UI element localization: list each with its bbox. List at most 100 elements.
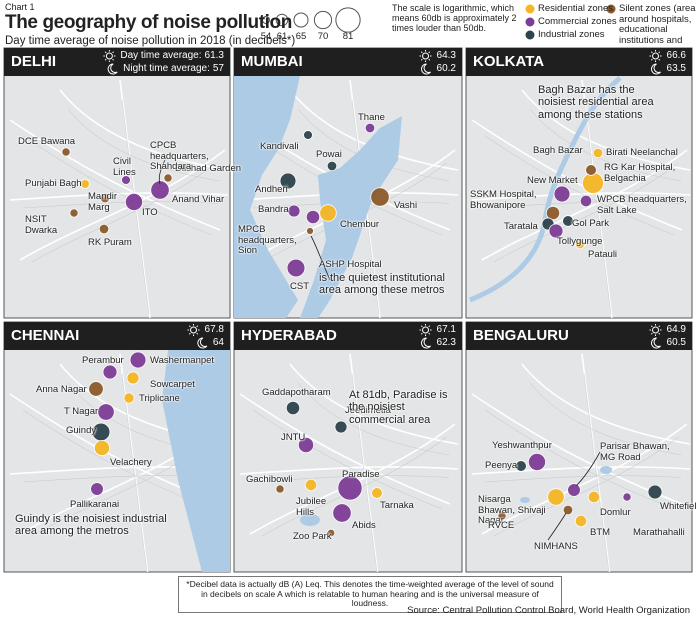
city-panel: [465, 47, 693, 319]
source: Source: Central Pollution Control Board,…: [407, 605, 690, 616]
road: [471, 393, 683, 505]
zone-legend-dot: [525, 17, 535, 27]
lake: [300, 514, 320, 526]
sun-ray: [658, 58, 661, 61]
night-value: 64: [212, 337, 224, 348]
noise-bubble: [102, 364, 118, 380]
noise-bubble: [90, 482, 104, 496]
noise-bubble: [303, 130, 313, 140]
noise-bubble: [334, 420, 348, 434]
road: [529, 382, 682, 456]
noise-bubble: [547, 488, 565, 506]
location-label: Yeshwanthpur: [492, 440, 552, 451]
location-label: Perambur: [82, 355, 124, 366]
night-value: 62.3: [436, 337, 456, 348]
noise-bubble: [548, 223, 564, 239]
noise-bubble: [585, 164, 597, 176]
road: [351, 373, 378, 572]
water: [234, 76, 300, 318]
noise-bubble: [97, 403, 115, 421]
sun-ray: [658, 332, 661, 335]
sun-icon: [105, 52, 113, 60]
sun-ray: [104, 51, 107, 54]
location-label: NSIT Dwarka: [25, 214, 58, 236]
location-label: MPCB headquarters, Sion: [238, 224, 297, 257]
sun-ray: [420, 325, 423, 328]
road: [581, 353, 611, 572]
location-label: Bagh Bazar: [533, 145, 583, 156]
road: [471, 119, 683, 231]
road: [22, 201, 220, 209]
annotation: Guindy is the noisiest industrial area a…: [15, 513, 167, 538]
location-label: Kandivali: [260, 141, 299, 152]
road: [239, 393, 451, 505]
night-average: 62.3: [434, 337, 456, 348]
road: [484, 135, 675, 236]
size-legend-label: 70: [317, 31, 329, 42]
noise-bubble: [527, 452, 547, 472]
location-label: SSKM Hospital, Bhowanipore: [470, 189, 537, 211]
map-features: [469, 76, 691, 318]
location-label: Abids: [352, 520, 376, 531]
size-legend-circle: [313, 10, 333, 30]
sun-ray: [658, 325, 661, 328]
noise-bubble: [121, 175, 131, 185]
road: [9, 119, 221, 231]
panel-header: [466, 48, 692, 76]
location-label: Pallikaranai: [70, 499, 120, 510]
sun-ray: [650, 325, 653, 328]
zone-legend-dot: [606, 4, 616, 14]
location-label: Tollygunge: [557, 236, 603, 247]
noise-bubble: [69, 208, 79, 218]
noise-bubble: [553, 185, 571, 203]
location-label: DCE Bawana: [18, 136, 76, 147]
city-name: HYDERABAD: [241, 327, 337, 344]
moon-icon: [421, 337, 431, 349]
city-name: BENGALURU: [473, 327, 569, 344]
city-panel: [3, 321, 231, 573]
location-label: Birati Neelanchal: [606, 147, 678, 158]
sun-ray: [188, 332, 191, 335]
road: [481, 423, 688, 535]
location-label: ASHP Hospital: [319, 259, 382, 270]
pointer-arrow: [310, 235, 331, 281]
city-panel: [465, 321, 693, 573]
moon-icon: [651, 337, 661, 349]
road: [121, 373, 148, 572]
size-legend-circle: [262, 16, 270, 24]
sun-ray: [420, 58, 423, 61]
night-average: 63.5: [664, 63, 686, 74]
night-average: Night time average: 57: [120, 63, 224, 74]
map-background: [233, 321, 463, 573]
noise-bubble: [297, 436, 315, 454]
sun-ray: [420, 332, 423, 335]
location-label: Velachery: [110, 457, 152, 468]
location-label: Nisarga Bhawan, Shivaji Nagar: [478, 494, 546, 527]
noise-bubble: [88, 381, 104, 397]
noise-bubble: [515, 460, 527, 472]
location-label: New Market: [527, 175, 578, 186]
location-label: Gachibowli: [246, 474, 293, 485]
sun-ray: [428, 325, 431, 328]
road: [59, 89, 229, 171]
sun-ray: [650, 332, 653, 335]
size-legend-circle: [335, 7, 361, 33]
location-label: Domlur: [600, 507, 631, 518]
day-value: 67.8: [204, 324, 224, 335]
noise-bubble: [319, 204, 337, 222]
noise-bubble: [279, 172, 297, 190]
noise-bubble: [129, 351, 147, 369]
map-features: [9, 79, 229, 318]
location-label: Zoo Park: [293, 531, 332, 542]
moon-icon: [421, 63, 431, 75]
noise-bubble: [370, 187, 390, 207]
zone-legend-label: Silent zones (areas around hospitals, ed…: [619, 3, 696, 57]
noise-bubble: [98, 223, 110, 235]
annotation: At 81db, Paradise is the noisiest commer…: [349, 389, 448, 426]
size-legend-label: 81: [342, 31, 354, 42]
location-label: RVCE: [488, 520, 515, 531]
day-average: 67.1: [434, 324, 456, 335]
sun-ray: [428, 332, 431, 335]
day-value: 66.6: [666, 50, 686, 61]
noise-bubble: [99, 192, 111, 204]
